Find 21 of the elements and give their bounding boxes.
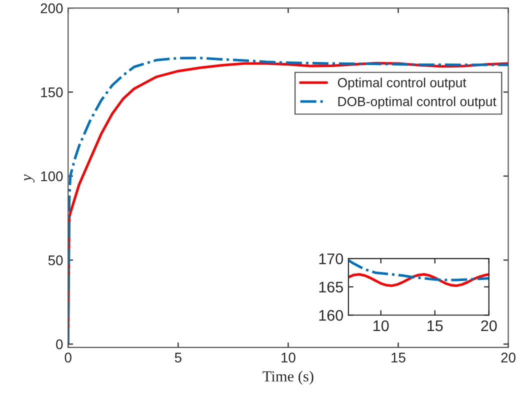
x-tick-label: 10 <box>374 320 389 332</box>
y-tick-label: 0 <box>56 339 63 350</box>
x-tick-label: 20 <box>481 320 497 332</box>
x-tick-label: 0 <box>64 352 72 363</box>
y-tick-label: 160 <box>319 310 344 321</box>
x-axis-title: Time (s) <box>262 370 314 385</box>
y-tick-label: 100 <box>41 171 63 182</box>
y-tick-label: 170 <box>319 253 344 264</box>
y-tick-label: 200 <box>40 3 63 14</box>
x-tick-label: 20 <box>501 352 516 363</box>
x-tick-label: 5 <box>174 352 182 363</box>
x-tick-label: 10 <box>282 352 296 363</box>
x-tick-label: 15 <box>428 320 443 332</box>
y-tick-label: 150 <box>41 87 63 98</box>
line-series <box>348 273 489 287</box>
x-tick-label: 15 <box>392 352 406 363</box>
legend-label: Optimal control output <box>338 78 466 90</box>
legend-label: DOB-optimal control output <box>338 96 496 109</box>
y-tick-label: 50 <box>48 255 63 266</box>
y-axis-title: y <box>24 174 35 182</box>
y-tick-label: 165 <box>319 282 343 293</box>
